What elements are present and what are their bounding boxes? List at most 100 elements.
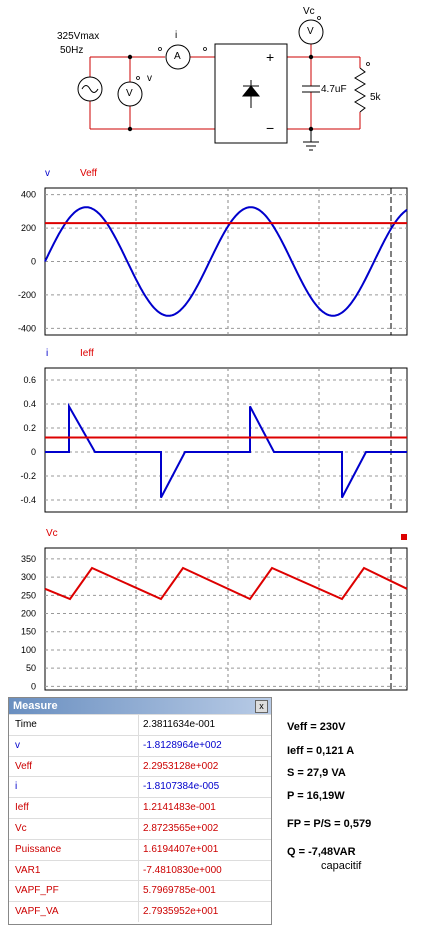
resistor-label: 5k [370, 92, 381, 103]
y-tick-label: 300 [21, 572, 36, 582]
column-separator [138, 819, 139, 839]
ammeter-symbol [165, 44, 191, 70]
vc-series-label: Vc [46, 528, 58, 539]
column-separator [138, 777, 139, 798]
close-button[interactable]: x [255, 700, 268, 713]
measure-title-bar[interactable]: Measure x [9, 698, 271, 714]
measure-row: v -1.8128964e+002 [9, 734, 271, 756]
marker-square [401, 534, 407, 540]
measure-key: Ieff [15, 802, 29, 814]
y-tick-label: 0 [31, 681, 36, 691]
q-result: Q = -7,48VAR [287, 846, 356, 858]
minus-terminal-label: − [266, 120, 275, 136]
voltmeter-vc-symbol [298, 19, 324, 45]
y-tick-label: 0 [31, 447, 36, 457]
measure-row: VAPF_PF 5.7969785e-001 [9, 880, 271, 902]
measure-value: -1.8128964e+002 [143, 739, 222, 751]
source-frequency-label: 50Hz [60, 45, 84, 56]
plus-terminal-label: + [266, 49, 275, 65]
capacitor-label: 4.7uF [321, 84, 347, 95]
ieff-result: Ieff = 0,121 A [287, 745, 355, 757]
veff-result: Veff = 230V [287, 721, 346, 733]
y-tick-label: 200 [21, 609, 36, 619]
measure-row: Puissance 1.6194407e+001 [9, 838, 271, 860]
measure-window[interactable]: Measure x Time 2.3811634e-001 v -1.8128964e… [8, 697, 272, 925]
measure-value: -1.8107384e-005 [143, 781, 220, 793]
source-amplitude-label: 325Vmax [57, 31, 100, 42]
i-plot: 0.6 0.4 0.2 0 -0.2 -0.4 [20, 367, 408, 513]
y-tick-label: 0 [31, 257, 36, 267]
voltmeter-vc-symbol-label: V [307, 26, 314, 37]
column-separator [138, 798, 139, 819]
measure-row: VAR1 -7.4810830e+000 [9, 859, 271, 881]
y-tick-label: 100 [21, 645, 36, 655]
measure-value: 2.7935952e+001 [143, 906, 219, 918]
capacitif-label: capacitif [321, 860, 362, 872]
measure-value: 1.2141483e-001 [143, 802, 216, 814]
ieff-series-label: Ieff [80, 348, 94, 359]
vc-plot: 350 300 250 200 150 100 50 0 [21, 547, 408, 691]
measure-key: v [15, 739, 20, 751]
y-tick-label: -0.2 [20, 471, 36, 481]
measure-value: 2.2953128e+002 [143, 760, 219, 772]
column-separator [138, 735, 139, 756]
rectifier-bridge [214, 43, 288, 144]
measure-row: i -1.8107384e-005 [9, 776, 271, 798]
column-separator [138, 902, 139, 923]
measure-title: Measure [13, 700, 58, 712]
column-separator [138, 860, 139, 881]
voltmeter-v-symbol [117, 81, 143, 107]
column-separator [138, 881, 139, 902]
measure-key: VAPF_PF [15, 885, 59, 897]
i-curve [45, 402, 407, 499]
measure-value: 1.6194407e+001 [143, 843, 219, 855]
plot-frame [44, 547, 408, 691]
y-tick-label: 50 [26, 663, 36, 673]
column-separator [138, 839, 139, 860]
veff-series-label: Veff [80, 168, 98, 179]
v-series-label: v [45, 168, 50, 179]
y-tick-label: 400 [21, 190, 36, 200]
measure-value: 2.3811634e-001 [143, 719, 216, 730]
measure-key: Puissance [15, 843, 62, 855]
y-tick-label: 250 [21, 590, 36, 600]
circuit-diagram [77, 16, 370, 151]
y-tick-label: 0.4 [23, 399, 36, 409]
y-tick-label: 0.2 [23, 423, 36, 433]
y-tick-label: -400 [18, 323, 36, 333]
y-tick-label: -0.4 [20, 495, 36, 505]
ammeter-label: A [174, 51, 181, 62]
y-tick-label: -200 [18, 290, 36, 300]
measure-row: Time 2.3811634e-001 [9, 714, 271, 735]
column-separator [138, 715, 139, 735]
measure-value: 5.7969785e-001 [143, 885, 216, 897]
measure-value: -7.4810830e+000 [143, 864, 222, 876]
y-tick-label: 0.6 [23, 375, 36, 385]
measure-key: VAR1 [15, 864, 41, 876]
voltmeter-v-symbol-label: V [126, 88, 133, 99]
resistor-symbol [354, 67, 366, 113]
measure-key: Veff [15, 760, 33, 772]
s-result: S = 27,9 VA [287, 767, 346, 779]
measure-key: Time [15, 719, 37, 730]
voltage-v-label: v [147, 73, 152, 84]
measure-row: Vc 2.8723565e+002 [9, 818, 271, 839]
p-result: P = 16,19W [287, 790, 345, 802]
measure-key: i [15, 781, 18, 793]
y-tick-label: 200 [21, 223, 36, 233]
column-separator [138, 756, 139, 777]
ac-source-symbol [77, 76, 103, 102]
measure-value: 2.8723565e+002 [143, 823, 219, 834]
measure-row: VAPF_VA 2.7935952e+001 [9, 901, 271, 923]
plot-frame [44, 367, 408, 513]
measure-row: Ieff 1.2141483e-001 [9, 797, 271, 819]
measure-key: Vc [15, 823, 27, 834]
y-tick-label: 350 [21, 554, 36, 564]
vc-curve [44, 566, 408, 601]
y-tick-label: 150 [21, 627, 36, 637]
v-curve [44, 206, 408, 317]
v-plot: 400 200 0 -200 -400 [18, 187, 408, 336]
current-i-label: i [175, 30, 178, 41]
measure-key: VAPF_VA [15, 906, 59, 918]
vc-label: Vc [303, 6, 315, 17]
